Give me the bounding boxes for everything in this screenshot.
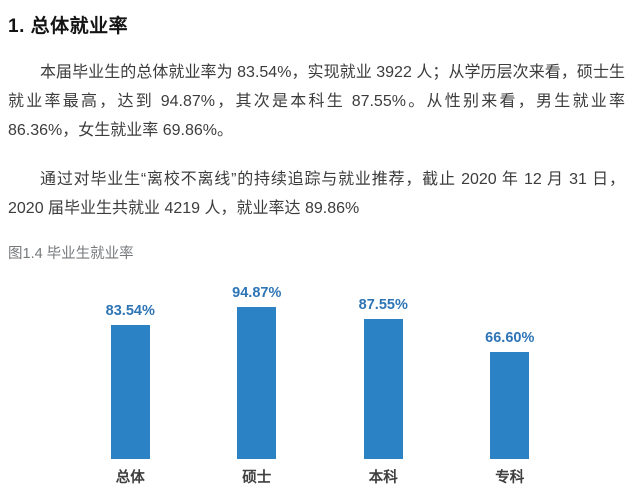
bar-stack: 87.55% — [359, 281, 408, 459]
bar-column: 87.55% 本科 — [320, 281, 447, 487]
figure-caption: 图1.4 毕业生就业率 — [8, 246, 134, 262]
bar-category-label: 硕士 — [242, 470, 272, 486]
bar-category-label: 总体 — [115, 470, 145, 486]
bar-stack: 66.60% — [485, 281, 534, 459]
bar — [363, 319, 403, 459]
section-heading: 1. 总体就业率 — [8, 16, 129, 37]
paragraph-overall-rate: 本届毕业生的总体就业率为 83.54%，实现就业 3922 人；从学历层次来看，… — [8, 64, 625, 139]
bar-category-label: 专科 — [495, 470, 525, 486]
bar-column: 94.87% 硕士 — [194, 281, 321, 487]
bar — [110, 325, 150, 459]
bar — [490, 352, 530, 459]
bar — [237, 307, 277, 459]
bar-value-label: 87.55% — [358, 297, 408, 313]
paragraph-tracking-update: 通过对毕业生“离校不离线”的持续追踪与就业推荐，截止 2020 年 12 月 3… — [8, 171, 625, 217]
bar-stack: 94.87% — [232, 281, 281, 459]
bar-value-label: 66.60% — [485, 330, 535, 346]
bar-category-label: 本科 — [368, 470, 398, 486]
bar-stack: 83.54% — [106, 281, 155, 459]
employment-bar-chart: 83.54% 总体 94.87% 硕士 87.55% 本科 66.60% 专科 — [67, 281, 573, 487]
bar-value-label: 83.54% — [105, 303, 155, 319]
bar-column: 66.60% 专科 — [447, 281, 574, 487]
bar-column: 83.54% 总体 — [67, 281, 194, 487]
bar-value-label: 94.87% — [232, 285, 282, 301]
